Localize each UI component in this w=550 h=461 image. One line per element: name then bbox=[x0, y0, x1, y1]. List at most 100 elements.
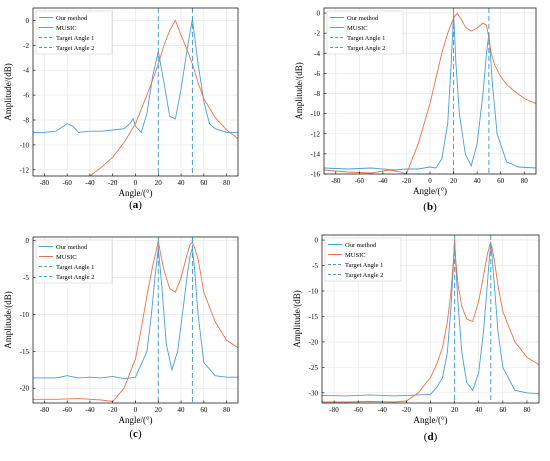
x-tick-label: 20 bbox=[155, 406, 163, 414]
y-tick-label: -10 bbox=[309, 288, 319, 296]
series-group bbox=[322, 235, 539, 403]
x-tick-label: -80 bbox=[40, 179, 50, 187]
y-tick-label: 0 bbox=[26, 17, 30, 25]
y-tick-label: -15 bbox=[309, 313, 319, 321]
x-tick-label: -60 bbox=[353, 406, 363, 414]
y-tick-label: -12 bbox=[20, 166, 30, 174]
legend-label: MUSIC bbox=[56, 254, 77, 261]
legend-label: Target Angle 1 bbox=[56, 35, 94, 42]
y-tick-label: -25 bbox=[309, 364, 319, 372]
y-tick-label: -10 bbox=[20, 311, 30, 319]
y-tick-label: 0 bbox=[317, 10, 321, 18]
x-tick-label: -40 bbox=[378, 406, 388, 414]
x-tick-label: 80 bbox=[523, 406, 531, 414]
y-tick-label: -20 bbox=[309, 338, 319, 346]
series-line-our-method bbox=[322, 240, 539, 397]
y-tick-label: -2 bbox=[314, 30, 320, 38]
y-tick-label: -6 bbox=[314, 70, 320, 78]
legend-label: MUSIC bbox=[347, 25, 368, 32]
x-tick-label: -40 bbox=[378, 177, 388, 185]
x-axis-label: Angle/(°) bbox=[118, 415, 152, 425]
x-tick-label: 40 bbox=[475, 406, 483, 414]
chart-panel-3: -80 -60 -40 -20 0 20 40 60 800-5-10-15-20Angle/(… bbox=[3, 236, 239, 440]
legend-box bbox=[35, 10, 113, 55]
x-axis-label: Angle/(°) bbox=[413, 186, 447, 196]
x-tick-label: 0 bbox=[134, 179, 138, 187]
x-tick-label: 20 bbox=[450, 177, 458, 185]
y-tick-label: 0 bbox=[26, 237, 30, 245]
x-tick-label: 60 bbox=[497, 177, 505, 185]
series-line-music bbox=[89, 19, 238, 176]
y-tick-label: -16 bbox=[311, 171, 321, 179]
x-tick-label: 0 bbox=[134, 406, 138, 414]
series-line-music bbox=[322, 240, 539, 403]
y-tick-label: -30 bbox=[309, 389, 319, 397]
x-axis-label: Angle/(°) bbox=[413, 415, 447, 425]
legend-label: MUSIC bbox=[345, 252, 366, 259]
x-tick-label: 0 bbox=[428, 177, 432, 185]
legend: Our method MUSIC Target Angle 1 Target Angl… bbox=[326, 10, 404, 55]
chart-panel-4: -80 -60 -40 -20 0 20 40 60 80 0 -5 -10 -15 -20 -25 -30 A… bbox=[292, 234, 540, 443]
y-tick-label: -10 bbox=[20, 141, 30, 149]
y-axis-label: Amplitude/(dB) bbox=[294, 62, 304, 120]
legend-label: Target Angle 1 bbox=[56, 264, 94, 271]
legend-label: Our method bbox=[345, 242, 377, 249]
x-tick-label: 80 bbox=[223, 406, 231, 414]
x-tick-label: -80 bbox=[329, 406, 339, 414]
legend-label: Our method bbox=[347, 15, 379, 22]
x-tick-label: -20 bbox=[402, 177, 412, 185]
panel-label: (d) bbox=[424, 431, 438, 443]
x-tick-label: 20 bbox=[155, 179, 163, 187]
y-tick-label: -4 bbox=[314, 50, 320, 58]
legend-box bbox=[326, 10, 404, 55]
panel-label: (a) bbox=[129, 199, 142, 211]
x-tick-label: 80 bbox=[521, 177, 529, 185]
chart-panel-2: -80 -60 -40 -20 0 20 40 60 80 0 -2 -4 -6 -8 -10 -12 -14 -… bbox=[294, 7, 537, 213]
x-tick-label: -60 bbox=[62, 179, 72, 187]
x-tick-label: -40 bbox=[85, 406, 95, 414]
y-tick-label: -20 bbox=[20, 385, 30, 393]
legend: Our method MUSIC Target Angle 1 Target Angl… bbox=[35, 10, 113, 55]
legend-label: Target Angle 2 bbox=[56, 45, 94, 52]
series-line-our-method bbox=[324, 12, 536, 171]
legend-label: Target Angle 2 bbox=[56, 274, 94, 281]
legend-box bbox=[35, 239, 113, 284]
series-line-our-method bbox=[33, 19, 238, 134]
x-axis-label: Angle/(°) bbox=[118, 188, 152, 198]
y-tick-label: -4 bbox=[23, 67, 29, 75]
y-tick-label: -5 bbox=[23, 274, 29, 282]
x-tick-label: -20 bbox=[108, 179, 118, 187]
y-tick-label: 0 bbox=[315, 237, 319, 245]
legend-box bbox=[324, 237, 402, 282]
legend: Our method MUSIC Target Angle 1 Target Angl… bbox=[324, 237, 402, 282]
x-tick-label: -20 bbox=[402, 406, 412, 414]
series-line-music bbox=[33, 240, 238, 402]
legend-label: Target Angle 2 bbox=[347, 45, 385, 52]
series-group bbox=[33, 237, 238, 403]
legend-label: Target Angle 1 bbox=[345, 262, 383, 269]
y-tick-label: -2 bbox=[23, 42, 29, 50]
y-tick-label: -8 bbox=[314, 90, 320, 98]
x-tick-label: 60 bbox=[200, 406, 208, 414]
legend-label: Our method bbox=[56, 244, 88, 251]
legend-label: Target Angle 2 bbox=[345, 272, 383, 279]
x-tick-label: -20 bbox=[108, 406, 118, 414]
x-tick-label: 80 bbox=[223, 179, 231, 187]
x-tick-label: 0 bbox=[429, 406, 433, 414]
panel-label: (b) bbox=[423, 201, 437, 213]
y-tick-label: -12 bbox=[311, 130, 321, 138]
y-axis-label: Amplitude/(dB) bbox=[292, 290, 302, 348]
series-group bbox=[33, 8, 238, 176]
y-tick-label: -6 bbox=[23, 92, 29, 100]
y-axis-label: Amplitude/(dB) bbox=[3, 291, 13, 349]
series-line-music bbox=[324, 12, 536, 174]
legend-label: Target Angle 1 bbox=[347, 35, 385, 42]
y-tick-label: -5 bbox=[312, 262, 318, 270]
panel-label: (c) bbox=[129, 428, 142, 440]
x-tick-label: 40 bbox=[474, 177, 482, 185]
x-tick-label: 20 bbox=[451, 406, 459, 414]
y-tick-label: -8 bbox=[23, 117, 29, 125]
chart-panel-1: -80 -60 -40 -20 0 20 40 60 80 0 -2 -4 -6 -8 -10 -12 Angl… bbox=[3, 7, 239, 211]
